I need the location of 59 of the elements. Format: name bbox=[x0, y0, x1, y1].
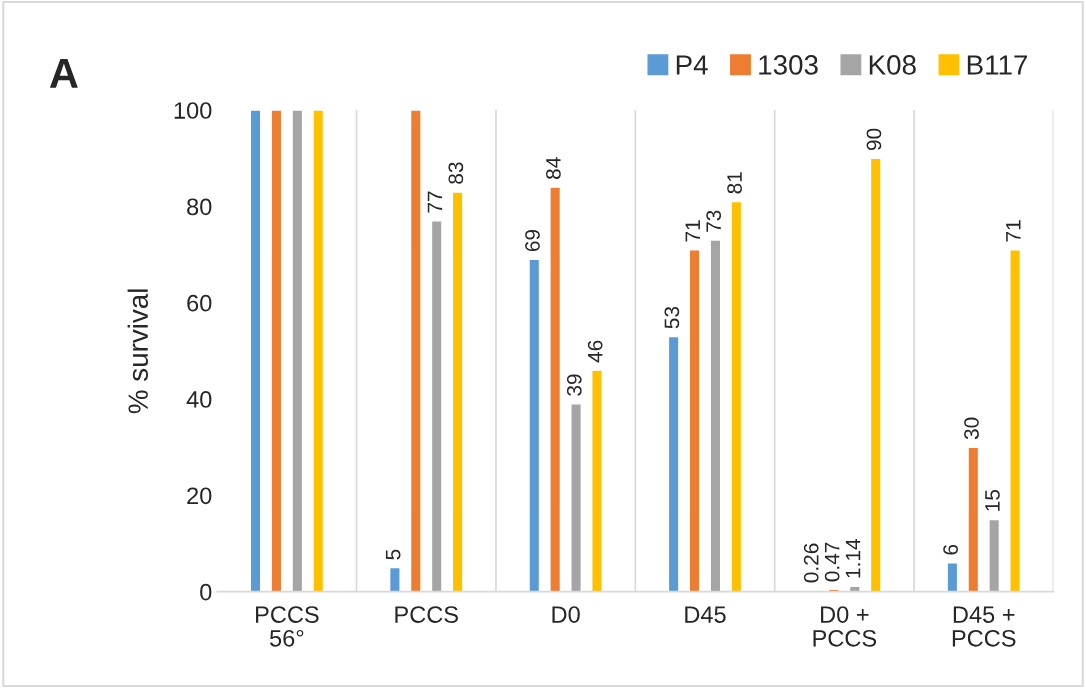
bar bbox=[591, 369, 603, 592]
data-label: 30 bbox=[964, 417, 979, 440]
data-label: 77 bbox=[427, 191, 443, 213]
x-tick-label: D0 bbox=[552, 606, 580, 623]
bar bbox=[667, 335, 680, 592]
bar bbox=[570, 403, 582, 592]
bar bbox=[291, 110, 304, 592]
data-label: 5 bbox=[385, 549, 401, 560]
y-axis-title: % survival bbox=[127, 289, 149, 414]
data-label: 90 bbox=[866, 128, 882, 151]
data-label: 53 bbox=[664, 306, 680, 329]
x-tick-label: PCCS bbox=[395, 606, 458, 623]
data-label: 83 bbox=[448, 162, 464, 184]
bar bbox=[730, 200, 743, 592]
data-label: 73 bbox=[706, 210, 722, 232]
bar bbox=[1009, 249, 1022, 592]
bar bbox=[988, 518, 1001, 592]
legend-label: K08 bbox=[869, 55, 916, 75]
data-label: 46 bbox=[587, 340, 603, 363]
x-tick-label: D0 + PCCS bbox=[813, 606, 877, 647]
data-label: 15 bbox=[985, 489, 1000, 511]
bar bbox=[312, 110, 325, 592]
data-label: 0.47 bbox=[824, 542, 840, 582]
y-tick-label: 100 bbox=[174, 102, 212, 119]
data-label: 1.14 bbox=[845, 539, 861, 578]
legend-label: 1303 bbox=[759, 55, 818, 75]
bar bbox=[848, 585, 861, 592]
data-label: 81 bbox=[727, 172, 742, 194]
bar bbox=[528, 258, 541, 592]
x-tick-label: D45 + PCCS bbox=[952, 606, 1016, 647]
legend-label: B117 bbox=[967, 55, 1028, 75]
bar bbox=[249, 110, 262, 592]
bar bbox=[451, 191, 464, 592]
data-label: 69 bbox=[525, 229, 540, 252]
data-label: 71 bbox=[685, 220, 700, 242]
y-tick-label: 80 bbox=[187, 198, 212, 216]
data-label: 71 bbox=[1006, 220, 1021, 242]
data-label: 84 bbox=[546, 157, 561, 180]
bar bbox=[409, 110, 422, 592]
bar bbox=[270, 110, 283, 592]
bar bbox=[967, 446, 980, 592]
bar bbox=[946, 562, 959, 592]
bar bbox=[709, 239, 722, 592]
bar bbox=[688, 249, 701, 592]
data-label: 39 bbox=[566, 374, 582, 396]
legend-label: P4 bbox=[676, 55, 708, 75]
bar bbox=[549, 186, 562, 592]
bar bbox=[430, 220, 443, 592]
data-label: 0.26 bbox=[803, 543, 819, 583]
x-tick-label: PCCS 56° bbox=[256, 606, 319, 647]
text: A bbox=[49, 59, 78, 88]
y-tick-label: 20 bbox=[187, 487, 212, 505]
data-label: 6 bbox=[943, 544, 958, 555]
x-tick-label: D45 bbox=[685, 606, 726, 623]
bar bbox=[869, 157, 882, 592]
bar bbox=[388, 566, 401, 592]
y-tick-label: 0 bbox=[200, 583, 212, 601]
y-tick-label: 60 bbox=[187, 294, 212, 312]
y-tick-label: 40 bbox=[186, 391, 212, 408]
